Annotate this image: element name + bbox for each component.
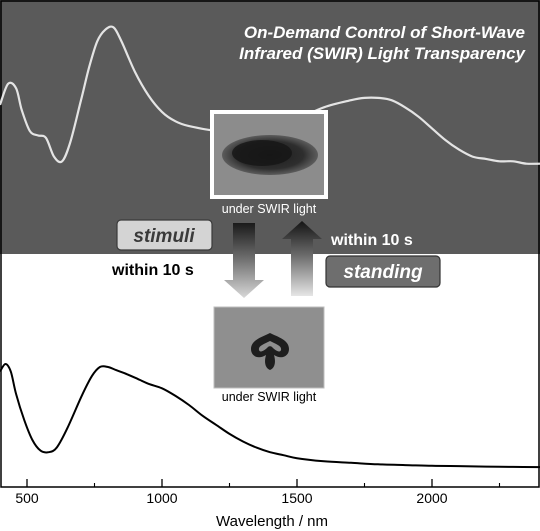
x-tick-label-500: 500: [15, 490, 39, 506]
plot-frame: [0, 0, 540, 488]
down-arrow: [224, 223, 264, 298]
x-tick-label-2000: 2000: [416, 490, 447, 506]
standing-badge: standing: [325, 255, 441, 288]
stimuli-label: stimuli: [133, 226, 195, 247]
photo-top: under SWIR light: [210, 110, 328, 216]
title-line-1: On-Demand Control of Short-Wave: [244, 23, 525, 42]
standing-label: standing: [343, 262, 423, 283]
x-tick-label-1500: 1500: [281, 490, 312, 506]
up-arrow: [282, 221, 322, 296]
transparent-sample-logo: [251, 333, 289, 370]
time-label-up: within 10 s: [330, 232, 413, 249]
time-label-down: within 10 s: [111, 262, 194, 279]
photo-bottom: under SWIR light: [213, 306, 325, 404]
bottom-spectrum-line: [0, 362, 540, 469]
opaque-sample-blob-core: [232, 140, 292, 166]
x-axis-title: Wavelength / nm: [216, 513, 328, 530]
photo-top-caption: under SWIR light: [222, 202, 317, 216]
top-spectrum-line: [0, 25, 540, 165]
title-line-2: Infrared (SWIR) Light Transparency: [239, 44, 526, 63]
stimuli-badge: stimuli: [116, 219, 213, 251]
x-tick-label-1000: 1000: [146, 490, 177, 506]
x-axis-ticks: 500 1000 1500 2000: [15, 479, 501, 506]
photo-bottom-caption: under SWIR light: [222, 390, 317, 404]
